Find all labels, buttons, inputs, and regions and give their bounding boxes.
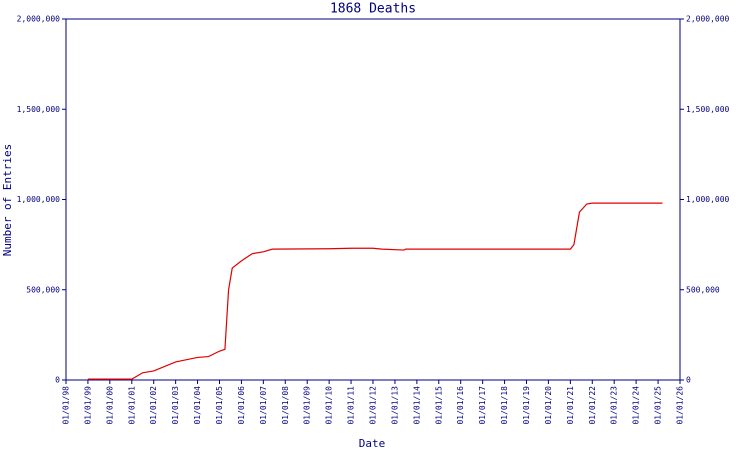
x-tick-label: 01/01/11 [347,386,356,425]
x-tick-label: 01/01/26 [676,386,685,425]
x-tick-label: 01/01/08 [281,386,290,425]
x-tick-label: 01/01/98 [62,386,71,425]
data-line [87,202,663,380]
y-tick-label: 2,000,000 [17,15,61,24]
x-tick-label: 01/01/05 [215,386,224,425]
x-tick-label: 01/01/16 [456,386,465,425]
x-tick-label: 01/01/06 [237,386,246,425]
x-tick-label: 01/01/07 [259,386,268,425]
x-tick-label: 01/01/04 [193,386,202,425]
x-tick-label: 01/01/22 [588,386,597,425]
y-tick-label: 500,000 [26,285,60,294]
x-tick-label: 01/01/02 [149,386,158,425]
chart-title: 1868 Deaths [330,2,416,17]
y2-tick-label: 0 [686,376,691,385]
x-tick-label: 01/01/18 [500,386,509,425]
x-tick-label: 01/01/21 [566,386,575,425]
x-tick-label: 01/01/12 [368,386,377,425]
x-tick-label: 01/01/00 [105,386,114,425]
x-tick-label: 01/01/09 [303,386,312,425]
y-tick-label: 1,500,000 [17,105,61,114]
x-tick-label: 01/01/03 [171,386,180,425]
x-tick-label: 01/01/99 [83,386,92,425]
x-tick-label: 01/01/15 [434,386,443,425]
x-tick-label: 01/01/20 [544,386,553,425]
x-tick-label: 01/01/24 [632,386,641,425]
y2-tick-label: 500,000 [686,285,720,294]
y2-tick-label: 1,500,000 [686,105,730,114]
y-axis-label: Number of Entries [1,144,14,257]
x-tick-label: 01/01/13 [390,386,399,425]
x-tick-label: 01/01/19 [522,386,531,425]
y-tick-label: 1,000,000 [17,195,61,204]
x-tick-label: 01/01/10 [325,386,334,425]
y-tick-label: 0 [55,376,60,385]
x-tick-label: 01/01/25 [654,386,663,425]
x-axis-label: Date [359,437,386,450]
y2-tick-label: 2,000,000 [686,15,730,24]
x-tick-label: 01/01/23 [610,386,619,425]
x-tick-label: 01/01/01 [127,386,136,425]
x-tick-label: 01/01/14 [412,386,421,425]
y2-tick-label: 1,000,000 [686,195,730,204]
x-tick-label: 01/01/17 [478,386,487,425]
